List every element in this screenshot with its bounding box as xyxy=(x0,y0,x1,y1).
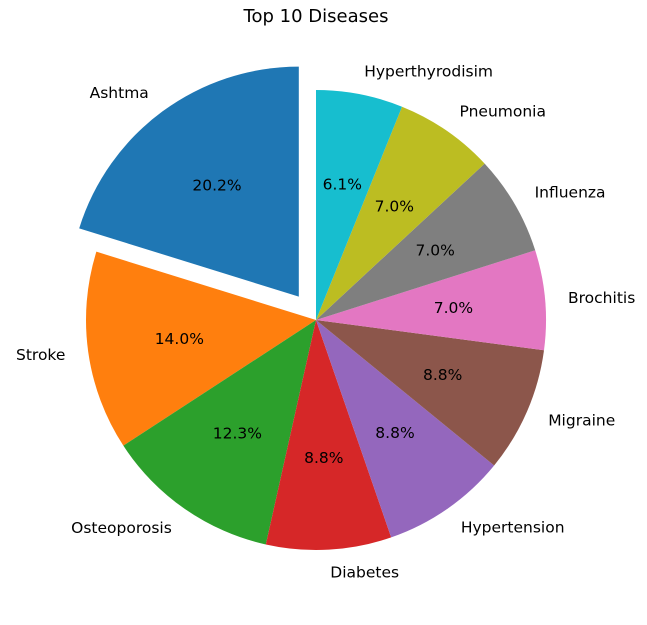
pie-slice-diabetes xyxy=(265,320,392,550)
pie-slice-osteoporosis xyxy=(123,320,316,545)
category-label-pneumonia: Pneumonia xyxy=(460,103,546,121)
category-label-ashtma: Ashtma xyxy=(90,84,149,102)
pie-labels: 20.2% Ashtma 14.0% Stroke 12.3% Osteoporosis 8… xyxy=(16,63,635,582)
category-label-stroke: Stroke xyxy=(16,346,65,364)
category-label-hypertension: Hypertension xyxy=(461,518,565,536)
category-label-osteoporosis: Osteoporosis xyxy=(71,519,172,537)
percent-label-stroke: 14.0% xyxy=(155,330,204,348)
percent-label-hypertension: 8.8% xyxy=(375,424,414,442)
percent-label-brochitis: 7.0% xyxy=(434,299,473,317)
percent-label-migraine: 8.8% xyxy=(423,366,462,384)
category-label-hyperthyrodisim: Hyperthyrodisim xyxy=(364,63,493,81)
percent-label-influenza: 7.0% xyxy=(416,242,455,260)
category-label-brochitis: Brochitis xyxy=(568,289,635,307)
percent-label-ashtma: 20.2% xyxy=(192,177,241,195)
category-label-diabetes: Diabetes xyxy=(330,564,399,582)
pie-slice-hypertension xyxy=(316,320,495,538)
pie-slices xyxy=(79,66,546,550)
pie-slice-influenza xyxy=(316,163,536,320)
pie-slice-brochitis xyxy=(316,250,546,351)
chart-title: Top 10 Diseases xyxy=(243,6,389,27)
percent-label-osteoporosis: 12.3% xyxy=(213,424,262,442)
pie-slice-pneumonia xyxy=(316,106,485,320)
pie-slice-ashtma xyxy=(79,66,299,297)
percent-label-hyperthyrodisim: 6.1% xyxy=(323,176,362,194)
percent-label-diabetes: 8.8% xyxy=(304,449,343,467)
pie-slice-hyperthyrodisim xyxy=(316,90,403,320)
percent-label-pneumonia: 7.0% xyxy=(375,197,414,215)
pie-slice-migraine xyxy=(316,320,545,466)
pie-slice-stroke xyxy=(86,251,316,446)
category-label-influenza: Influenza xyxy=(535,184,606,202)
category-label-migraine: Migraine xyxy=(548,411,615,429)
